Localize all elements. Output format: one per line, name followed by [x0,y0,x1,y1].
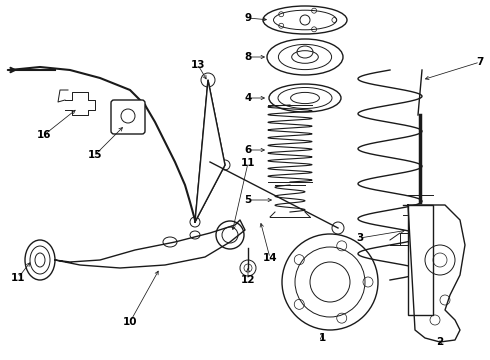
Polygon shape [65,92,95,115]
Text: 9: 9 [245,13,251,23]
Text: 7: 7 [476,57,484,67]
Polygon shape [55,220,245,268]
Text: 13: 13 [191,60,205,70]
Text: 2: 2 [437,337,443,347]
Text: 10: 10 [123,317,137,327]
Bar [408,205,433,315]
Text: 12: 12 [241,275,255,285]
Text: 16: 16 [37,130,51,140]
Text: 8: 8 [245,52,252,62]
Text: 6: 6 [245,145,252,155]
Text: 14: 14 [263,253,277,263]
FancyBboxPatch shape [111,100,145,134]
Text: 11: 11 [11,273,25,283]
Text: 5: 5 [245,195,252,205]
Text: 3: 3 [356,233,364,243]
Text: 11: 11 [241,158,255,168]
Text: 1: 1 [318,333,326,343]
Text: 4: 4 [245,93,252,103]
Text: 15: 15 [88,150,102,160]
Polygon shape [195,80,225,222]
Polygon shape [408,205,465,342]
